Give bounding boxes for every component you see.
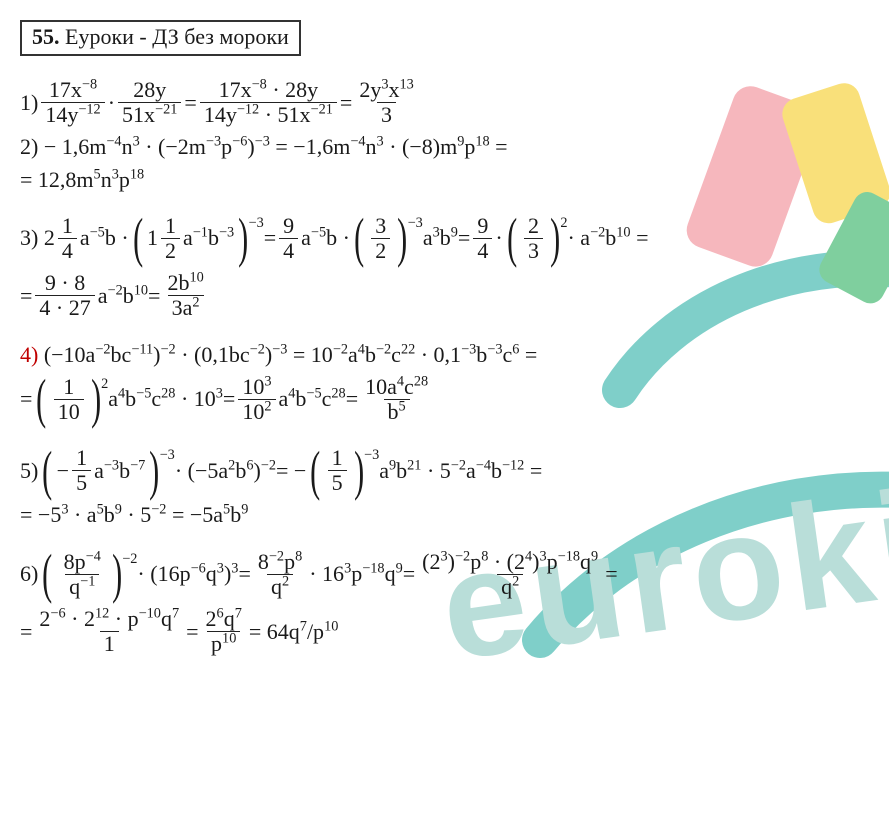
problem-header: 55. Еуроки - ДЗ без мороки — [20, 20, 301, 56]
eq-line-4a: 4) (−10a−2bc−11)−2 · (0,1bc−2)−3 = 10−2a… — [20, 343, 869, 367]
header-text: Еуроки - ДЗ без мороки — [60, 24, 289, 49]
eq-line-4b: = ( 110 )2 a4b−5c28 · 103 = 103 102 a4b−… — [20, 375, 869, 424]
eq-line-3b: = 9 · 84 · 27 a−2b10 = 2b10 3a2 — [20, 271, 869, 320]
eq-line-5a: 5) ( − 15 a−3b−7 )−3 · (−5a2b6)−2 = − ( … — [20, 446, 869, 495]
eq-line-2a: 2) − 1,6m−4n3 · (−2m−3p−6)−3 = −1,6m−4n3… — [20, 135, 869, 159]
eq-line-3a: 3) 2 14 a−5b · ( 1 12 a−1b−3 )−3 = 94 a−… — [20, 214, 869, 263]
eq-line-6a: 6) ( 8p−4 q−1 )−2 · (16p−6q3)3 = 8−2p8 q… — [20, 550, 869, 599]
eq-line-5b: = −53 · a5b9 · 5−2 = −5a5b9 — [20, 503, 869, 527]
problem-number: 55. — [32, 24, 60, 49]
eq-line-2b: = 12,8m5n3p18 — [20, 168, 869, 192]
eq-line-6b: = 2−6 · 212 · p−10q7 1 = 26q7 p10 = 64q7… — [20, 607, 869, 656]
eq-line-1: 1) 17x−8 14y−12 · 28y 51x−21 = 17x−8 · 2… — [20, 78, 869, 127]
